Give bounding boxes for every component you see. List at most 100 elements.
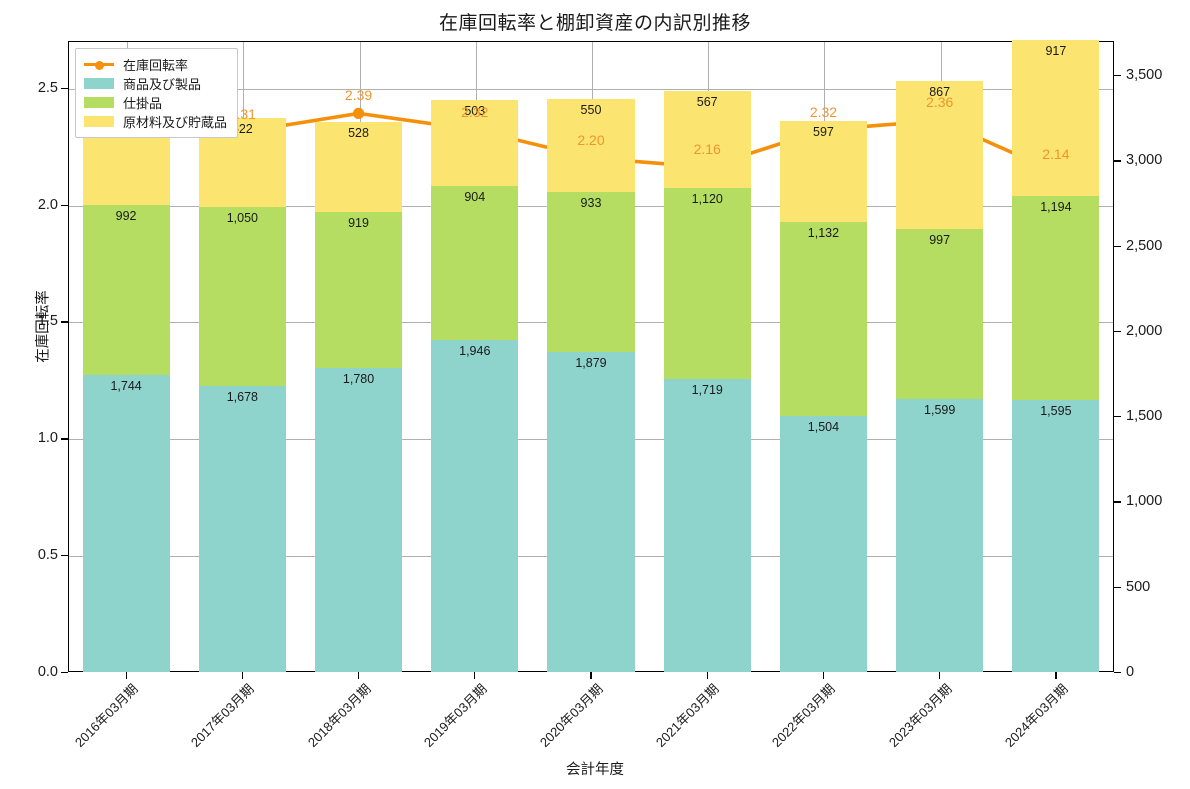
x-axis-tickmark	[822, 672, 825, 679]
legend-item-wip[interactable]: 仕掛品	[84, 93, 227, 112]
bar-value-label: 867	[929, 85, 951, 100]
y-axis-right-tick-label: 1,500	[1126, 408, 1163, 425]
line-value-label: 2.32	[461, 103, 489, 120]
bar-value-label: 992	[115, 209, 137, 224]
page-title: 在庫回転率と棚卸資産の内訳別推移	[438, 13, 751, 34]
y-axis-right-tickmark	[1114, 501, 1121, 503]
y-axis-right-tick-label: 3,500	[1126, 67, 1163, 84]
bar-segment[interactable]	[547, 98, 635, 193]
bar-value-label: 933	[580, 196, 602, 211]
y-axis-right-tickmark	[1114, 245, 1121, 247]
y-axis-left-tick-label: 1.0	[37, 430, 58, 447]
bar-segment[interactable]	[663, 91, 751, 188]
x-axis-tickmark	[474, 672, 476, 679]
bar-value-label: 1,780	[342, 372, 375, 387]
y-axis-right-tick-label: 0	[1126, 664, 1135, 680]
stacked-bar[interactable]: 1,678 1,050 522	[198, 117, 286, 672]
bar-value-label: 1,946	[459, 344, 491, 359]
stacked-bar[interactable]: 1,719 1,120 567	[663, 91, 751, 672]
x-axis-tickmark	[241, 672, 244, 679]
swatch-icon	[84, 116, 114, 127]
line-data-point[interactable]	[353, 107, 365, 119]
bar-segment[interactable]	[431, 100, 519, 186]
bar-segment[interactable]	[896, 81, 984, 230]
bar-segment[interactable]	[663, 187, 751, 379]
y-axis-right-tick-label: 2,000	[1126, 322, 1163, 339]
legend-item-raw-materials[interactable]: 原材料及び貯蔵品	[84, 112, 227, 131]
bar-value-label: 1,744	[110, 378, 142, 393]
bar-segment[interactable]	[896, 229, 984, 400]
y-axis-right-tickmark	[1114, 330, 1121, 333]
bar-segment[interactable]	[896, 399, 984, 672]
bar-segment[interactable]	[314, 211, 403, 369]
bar-segment[interactable]	[779, 415, 868, 672]
x-axis-tickmark	[125, 672, 127, 679]
stacked-bar[interactable]: 1,744992509	[82, 118, 170, 672]
bar-segment[interactable]	[547, 351, 635, 672]
bar-segment[interactable]	[779, 222, 868, 416]
x-axis-tickmark	[1055, 672, 1057, 679]
legend-item-merchandise[interactable]: 商品及び製品	[84, 74, 227, 93]
bar-segment[interactable]	[431, 185, 519, 341]
bar-value-label: 528	[348, 125, 369, 140]
legend-label: 在庫回転率	[123, 58, 189, 73]
bar-value-label: 1,504	[807, 419, 840, 434]
bar-segment[interactable]	[82, 374, 170, 672]
legend-label: 仕掛品	[123, 96, 163, 111]
bar-segment[interactable]	[431, 340, 519, 672]
line-value-label: 2.36	[926, 94, 954, 111]
chart-legend: 在庫回転率 商品及び製品 仕掛品 原材料及び貯蔵品	[75, 48, 239, 138]
bar-segment[interactable]	[779, 120, 868, 223]
bar-segment[interactable]	[198, 385, 286, 672]
y-axis-left-tick-label: 0.5	[37, 547, 58, 564]
y-axis-left-label: 在庫回転率	[35, 290, 52, 363]
bar-value-label: 1,194	[1040, 200, 1072, 215]
line-value-label: 2.16	[693, 141, 721, 158]
y-axis-right-tickmark	[1114, 672, 1121, 674]
stacked-bar[interactable]: 1,780 919 528	[314, 121, 403, 672]
y-axis-left-tickmark	[61, 438, 68, 440]
bar-segment[interactable]	[1012, 196, 1100, 400]
bar-segment[interactable]	[82, 205, 170, 375]
bar-value-label: 919	[348, 215, 369, 230]
x-axis-label: 会計年度	[566, 762, 624, 778]
bar-value-label: 1,120	[691, 191, 723, 206]
x-axis-tickmark	[357, 672, 360, 679]
line-value-label: 2.32	[809, 103, 838, 120]
bar-segment[interactable]	[314, 368, 403, 672]
line-marker-icon	[84, 59, 114, 70]
legend-label: 原材料及び貯蔵品	[123, 115, 228, 130]
line-value-label: 2.20	[577, 131, 605, 148]
bar-segment[interactable]	[198, 206, 286, 386]
y-axis-right-tick-label: 3,000	[1126, 152, 1163, 169]
bar-value-label: 1,599	[924, 403, 956, 418]
y-axis-right-tickmark	[1114, 75, 1121, 77]
bar-segment[interactable]	[1012, 399, 1100, 672]
bar-value-label: 1,050	[226, 210, 258, 225]
legend-item-line[interactable]: 在庫回転率	[84, 55, 227, 74]
swatch-icon	[84, 78, 114, 89]
y-axis-right-tickmark	[1114, 586, 1121, 589]
stacked-bar[interactable]: 1,599 997 867	[896, 81, 984, 672]
legend-label: 商品及び製品	[123, 77, 202, 92]
y-axis-left-tickmark	[61, 672, 68, 674]
bar-value-label: 1,678	[226, 389, 258, 404]
bar-segment[interactable]	[547, 192, 635, 352]
stacked-bar[interactable]: 1,504 1,132 597	[779, 120, 868, 672]
line-value-label: 2.14	[1042, 145, 1070, 162]
stacked-bar[interactable]: 1,879 933 550	[547, 98, 635, 672]
x-axis-tickmark	[706, 672, 708, 679]
bar-segment[interactable]	[663, 378, 751, 672]
y-axis-left-tick-label: 0.0	[37, 664, 58, 680]
gridline-horizontal	[69, 88, 1113, 90]
stacked-bar[interactable]: 1,946 904 503	[431, 100, 519, 672]
stacked-bar[interactable]: 1,595 1,194 917	[1012, 39, 1100, 672]
bar-value-label: 1,879	[575, 355, 607, 370]
y-axis-left-tickmark	[61, 204, 68, 206]
bar-value-label: 1,595	[1040, 403, 1072, 418]
bar-segment[interactable]	[1012, 39, 1100, 197]
x-axis-tickmark	[590, 672, 592, 679]
y-axis-left-tick-label: 2.0	[37, 196, 58, 213]
bar-segment[interactable]	[314, 121, 403, 212]
